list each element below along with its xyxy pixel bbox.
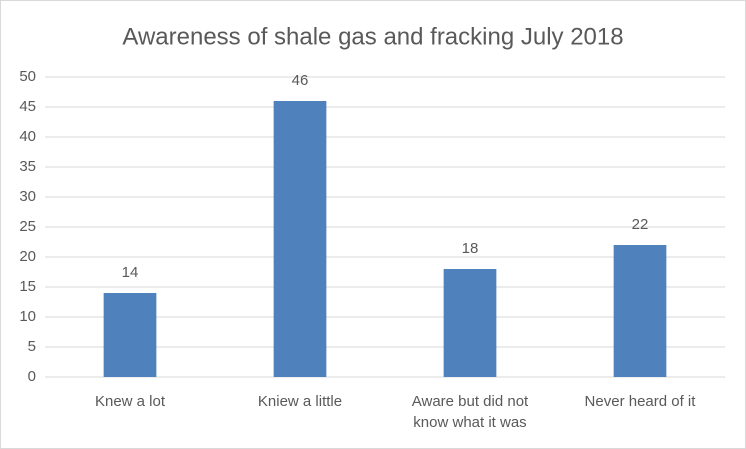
bar — [273, 101, 327, 377]
y-tick-label: 40 — [19, 128, 36, 145]
y-tick-label: 20 — [19, 248, 36, 265]
x-tick-label: Knew a lot — [94, 393, 166, 410]
data-label: 22 — [632, 216, 649, 233]
data-label: 14 — [122, 264, 139, 281]
x-tick-label: Never heard of it — [584, 393, 696, 410]
bar — [443, 269, 497, 377]
y-tick-label: 50 — [19, 68, 36, 85]
y-tick-label: 35 — [19, 158, 36, 175]
y-tick-label: 0 — [28, 368, 36, 385]
bar — [613, 245, 667, 377]
data-label: 18 — [462, 240, 479, 257]
bar — [103, 293, 157, 377]
chart-title: Awareness of shale gas and fracking July… — [122, 23, 623, 50]
y-tick-label: 45 — [19, 98, 36, 115]
x-tick-label: Kniew a little — [257, 393, 343, 410]
y-tick-label: 15 — [19, 278, 36, 295]
y-tick-label: 5 — [28, 338, 36, 355]
x-tick-label: Aware but did not know what it was — [411, 393, 529, 431]
y-tick-label: 25 — [19, 218, 36, 235]
data-label: 46 — [292, 72, 309, 89]
y-tick-label: 30 — [19, 188, 36, 205]
y-tick-label: 10 — [19, 308, 36, 325]
